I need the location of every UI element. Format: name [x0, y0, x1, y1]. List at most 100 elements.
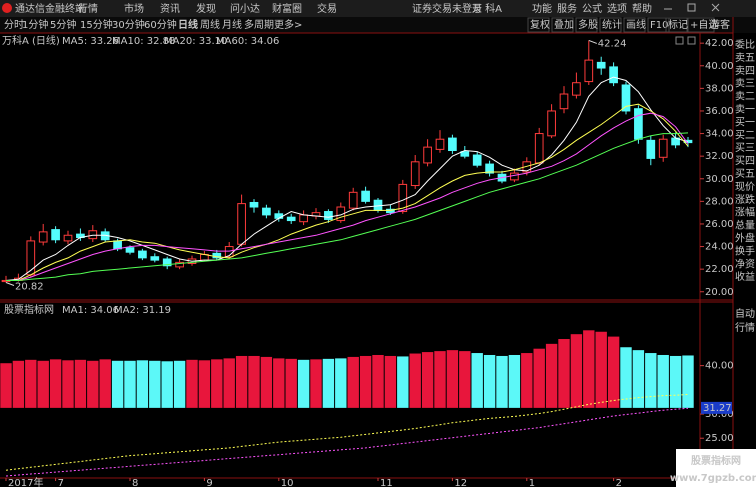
tool-button[interactable] [551, 17, 574, 33]
window-icon[interactable] [687, 36, 696, 45]
tool-button[interactable] [527, 17, 550, 33]
x-tick-label: 11 [380, 478, 393, 487]
period-tab[interactable]: 60分钟 [144, 18, 177, 31]
menu-item[interactable]: 帮助 [632, 2, 652, 15]
period-tab[interactable]: 日线 [178, 18, 198, 31]
window-icon[interactable] [675, 36, 684, 45]
indicator-bar [211, 359, 223, 408]
window-control[interactable] [711, 3, 720, 12]
sidebar-label: 总量 [735, 219, 755, 232]
tool-label[interactable]: 画线 [626, 18, 646, 31]
period-tab[interactable]: 更多> [274, 18, 302, 31]
indicator-plot [0, 330, 694, 477]
period-tab[interactable]: 分时 [4, 19, 24, 31]
indicator-bar [558, 339, 570, 408]
period-tab[interactable]: 5分钟 [50, 18, 76, 31]
candle-body [88, 230, 98, 240]
tool-label[interactable]: 标记 [668, 19, 688, 31]
tool-button[interactable] [599, 17, 622, 33]
indicator-bar [595, 331, 607, 408]
indicator-bar [359, 355, 372, 408]
indicator-bar [74, 359, 87, 408]
sidebar-label: 净资 [735, 257, 755, 270]
sidebar-label: 买五 [735, 168, 755, 180]
indicator-bar [37, 360, 49, 408]
chart-title: 万科A (日线) [2, 34, 60, 47]
app-name: 通达信金融终端 [15, 2, 85, 15]
menu-item[interactable]: 交易 [317, 2, 337, 15]
indicator-bar [273, 358, 285, 408]
menu-item[interactable]: 市场 [124, 2, 144, 15]
low-annotation: 20.82 [15, 281, 44, 292]
tool-button[interactable] [623, 17, 646, 33]
candle-body [634, 108, 643, 140]
x-tick-label: 10 [281, 478, 294, 487]
y-tick-label: 32.00 [705, 151, 734, 162]
indicator-bar [607, 336, 620, 408]
tool-label[interactable]: 多股 [578, 18, 598, 31]
watermark-box [676, 449, 756, 487]
sidebar-label[interactable]: 行情 [735, 321, 755, 334]
sidebar-label: 卖一 [735, 104, 755, 116]
period-tab[interactable]: 月线 [222, 18, 242, 31]
menu-item[interactable]: 公式 [582, 2, 602, 15]
tool-label[interactable]: F10 [650, 20, 668, 31]
sidebar-label: 换手 [735, 244, 755, 257]
indicator-bar [570, 334, 583, 408]
indicator-bar [198, 360, 211, 408]
y-tick-label: 22.00 [705, 264, 734, 275]
tool-button[interactable] [687, 17, 715, 33]
y-tick-label: 40.00 [705, 361, 734, 372]
sidebar-label: 买四 [735, 155, 755, 167]
x-tick-label: 1 [529, 478, 535, 487]
window-control[interactable] [687, 3, 696, 12]
stock-name: 万 科A [472, 2, 502, 15]
sidebar-label[interactable]: 自动 [735, 307, 755, 320]
tool-button[interactable] [647, 17, 670, 33]
tool-label[interactable]: +自选 [690, 18, 718, 31]
candle-body [113, 240, 122, 250]
tool-label[interactable]: 叠加 [554, 19, 574, 31]
menu-item[interactable]: 资讯 [160, 3, 180, 15]
tool-button[interactable] [575, 17, 598, 33]
menu-item[interactable]: 财富圈 [272, 2, 302, 15]
candle-body [534, 133, 544, 164]
menu-item[interactable]: 选项 [607, 2, 627, 15]
candle-body [348, 191, 358, 209]
tool-label[interactable]: 复权 [530, 18, 550, 31]
candle-body [125, 247, 135, 253]
menu-item[interactable]: 服务 [557, 2, 577, 15]
sidebar-label: 涨幅 [735, 206, 755, 219]
indicator-bar [632, 350, 645, 408]
menu-item[interactable]: 发现 [196, 2, 216, 15]
period-tab[interactable]: 周线 [200, 18, 220, 31]
candle-body [448, 137, 457, 152]
period-tab[interactable]: 多周期 [244, 18, 274, 31]
legend-entry: MA20: 33.10 [164, 36, 227, 47]
sidebar-label: 卖四 [735, 65, 755, 77]
tool-label[interactable]: 统计 [602, 18, 622, 31]
indicator-bar [397, 356, 409, 408]
x-tick-label: 9 [206, 478, 212, 487]
indicator-title: 股票指标网 [4, 303, 54, 316]
indicator-bar [384, 355, 397, 408]
period-tab[interactable]: 1分钟 [22, 18, 48, 31]
indicator-bar [372, 354, 384, 408]
price-plot [1, 40, 693, 283]
indicator-bar [186, 359, 198, 408]
menu-item[interactable]: 功能 [532, 2, 552, 15]
indicator-bar [508, 354, 521, 408]
sidebar-label: 外盘 [735, 232, 755, 245]
y-tick-label: 42.00 [705, 38, 734, 49]
candle-body [410, 161, 420, 187]
period-tab[interactable]: 30分钟 [112, 18, 145, 31]
y-tick-label: 26.00 [705, 219, 734, 230]
tool-button[interactable] [665, 17, 688, 33]
menu-item[interactable]: 行情 [78, 2, 98, 15]
y-tick-label: 24.00 [705, 242, 734, 253]
indicator-bar [0, 363, 12, 408]
indicator-bar [545, 343, 558, 408]
period-tab[interactable]: 15分钟 [80, 18, 113, 31]
menu-item[interactable]: 问小达 [230, 2, 260, 15]
login-status[interactable]: 证券交易未登录 [412, 2, 482, 15]
